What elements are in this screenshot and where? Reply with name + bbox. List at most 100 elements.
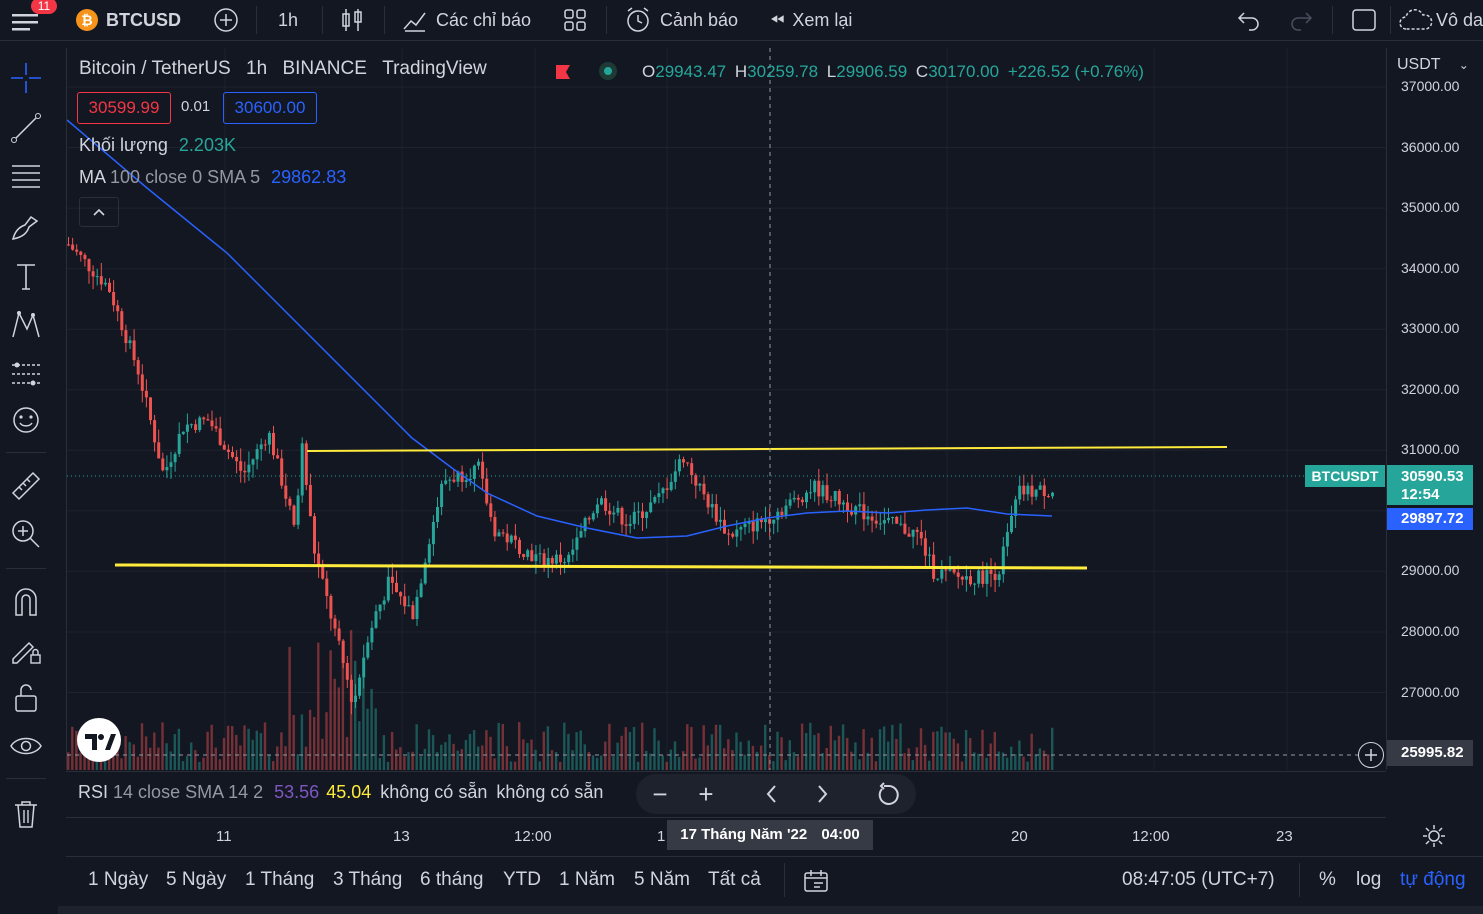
time-tick: 12:00 xyxy=(514,828,552,845)
range-1y[interactable]: 1 Năm xyxy=(559,869,615,890)
range-all[interactable]: Tất cả xyxy=(708,869,761,890)
templates-button[interactable] xyxy=(562,0,588,40)
reset-chart-button[interactable] xyxy=(870,776,906,812)
horizontal-lines-icon xyxy=(12,165,40,188)
magnet-tool[interactable] xyxy=(6,582,46,622)
currency-selector[interactable]: USDT ⌄ xyxy=(1397,56,1469,74)
spread-value: 0.01 xyxy=(181,98,211,115)
hide-drawings-tool[interactable] xyxy=(6,726,46,766)
close-value: 30170.00 xyxy=(928,62,1000,81)
high-value: 30259.78 xyxy=(747,62,819,81)
range-6m[interactable]: 6 tháng xyxy=(420,869,484,890)
indicators-icon xyxy=(403,12,426,32)
zoom-in-button[interactable]: + xyxy=(698,779,714,809)
price-tick: 37000.00 xyxy=(1401,78,1460,94)
ma-legend[interactable]: MA 100 close 0 SMA 5 29862.83 xyxy=(79,167,346,188)
eye-icon xyxy=(10,737,42,755)
time-axis[interactable]: 11 13 12:00 1 20 12:00 23 17 Tháng Năm '… xyxy=(66,817,1386,856)
lock-all-tool[interactable] xyxy=(6,678,46,718)
reset-icon xyxy=(878,782,899,805)
rsi-legend[interactable]: RSI 14 close SMA 14 2 53.56 45.04 không … xyxy=(78,782,603,803)
alarm-clock-icon xyxy=(627,7,649,32)
auto-scale-toggle[interactable]: tự động xyxy=(1400,869,1466,890)
redo-icon xyxy=(1291,12,1313,31)
range-3m[interactable]: 3 Tháng xyxy=(333,869,403,890)
range-1m[interactable]: 1 Tháng xyxy=(245,869,315,890)
grid-icon xyxy=(564,9,586,31)
sell-button[interactable]: 30599.99 xyxy=(77,92,171,124)
text-tool[interactable] xyxy=(6,256,46,296)
range-ytd[interactable]: YTD xyxy=(503,869,541,890)
chevron-down-icon: ⌄ xyxy=(1458,58,1469,72)
symbol-label: BTCUSD xyxy=(106,9,181,30)
clock-timezone[interactable]: 08:47:05 (UTC+7) xyxy=(1122,869,1275,890)
footer-strip xyxy=(58,906,1483,914)
last-price-value: 30590.53 xyxy=(1401,468,1464,485)
legend-title[interactable]: Bitcoin / TetherUS xyxy=(79,58,231,79)
chart-type-button[interactable] xyxy=(340,0,364,40)
fib-tool[interactable] xyxy=(6,156,46,196)
rsi-pane[interactable]: RSI 14 close SMA 14 2 53.56 45.04 không … xyxy=(66,771,1386,818)
lock-drawing-tool[interactable] xyxy=(6,630,46,670)
tradingview-logo-icon[interactable] xyxy=(77,718,121,762)
volume-legend[interactable]: Khối lượng 2.203K xyxy=(79,135,236,156)
open-label: O xyxy=(642,62,656,81)
scroll-left-button[interactable] xyxy=(754,776,790,812)
percent-toggle[interactable]: % xyxy=(1319,869,1336,890)
measure-tool[interactable] xyxy=(6,466,46,506)
chart-pane[interactable]: Bitcoin / TetherUS 1h BINANCE TradingVie… xyxy=(66,48,1387,770)
goto-date-button[interactable] xyxy=(802,867,830,895)
fullscreen-button[interactable] xyxy=(1350,0,1378,40)
emoji-tool[interactable] xyxy=(6,400,46,440)
price-chart[interactable] xyxy=(67,48,1387,770)
undo-icon xyxy=(1237,12,1259,31)
layout-button[interactable]: Vô da xyxy=(1398,0,1483,40)
change-value: +226.52 (+0.76%) xyxy=(1007,62,1144,81)
buy-button[interactable]: 30600.00 xyxy=(223,92,317,124)
alert-button[interactable]: Cảnh báo xyxy=(624,0,738,40)
rsi-value: 53.56 xyxy=(274,782,320,802)
flag-icon[interactable] xyxy=(555,64,570,79)
undo-button[interactable] xyxy=(1236,0,1262,40)
ohlc-values: O29943.47 H30259.78 L29906.59 C30170.00 … xyxy=(642,62,1144,82)
trendline-tool[interactable] xyxy=(6,108,46,148)
bar-countdown: 12:54 xyxy=(1401,486,1440,503)
brush-tool[interactable] xyxy=(6,208,46,248)
price-tick: 28000.00 xyxy=(1401,622,1460,639)
price-axis[interactable]: USDT ⌄ 37000.00 36000.00 35000.00 34000.00 3… xyxy=(1386,48,1483,770)
gear-icon xyxy=(1423,825,1445,847)
menu-button[interactable] xyxy=(10,0,40,40)
log-toggle[interactable]: log xyxy=(1356,869,1382,890)
scroll-right-button[interactable] xyxy=(804,776,840,812)
replay-button[interactable]: ⏪︎ Xem lại xyxy=(770,0,852,40)
hamburger-icon xyxy=(12,14,38,31)
crosshair-tool[interactable] xyxy=(6,58,46,98)
calendar-icon xyxy=(804,870,828,892)
collapse-legend-button[interactable] xyxy=(79,197,119,227)
pattern-tool[interactable] xyxy=(6,304,46,344)
compare-button[interactable] xyxy=(212,0,240,40)
candles-icon xyxy=(342,9,362,31)
prediction-tool[interactable] xyxy=(6,354,46,394)
range-5d[interactable]: 5 Ngày xyxy=(166,869,227,890)
range-1d[interactable]: 1 Ngày xyxy=(88,869,149,890)
settings-button[interactable] xyxy=(1420,822,1448,850)
delete-tool[interactable] xyxy=(6,794,46,834)
chevron-up-icon xyxy=(93,208,105,216)
market-status-icon[interactable] xyxy=(599,62,617,80)
interval-button[interactable]: 1h xyxy=(278,9,299,30)
pattern-icon xyxy=(12,310,40,338)
rsi-na-1: không có sẵn xyxy=(380,782,488,802)
trash-icon xyxy=(15,801,37,828)
add-alert-button[interactable] xyxy=(1358,742,1384,768)
range-5y[interactable]: 5 Năm xyxy=(634,869,690,890)
indicators-button[interactable]: Các chỉ báo xyxy=(402,0,531,40)
symbol-search-button[interactable]: ₿ BTCUSD xyxy=(76,0,181,40)
redo-button[interactable] xyxy=(1288,0,1314,40)
unlock-icon xyxy=(15,684,37,712)
plus-circle-icon xyxy=(214,8,238,32)
zoom-tool[interactable] xyxy=(6,514,46,554)
pencil-lock-icon xyxy=(12,641,41,664)
last-price-label: 30590.53 12:54 xyxy=(1387,465,1473,505)
zoom-out-button[interactable]: − xyxy=(652,779,668,809)
